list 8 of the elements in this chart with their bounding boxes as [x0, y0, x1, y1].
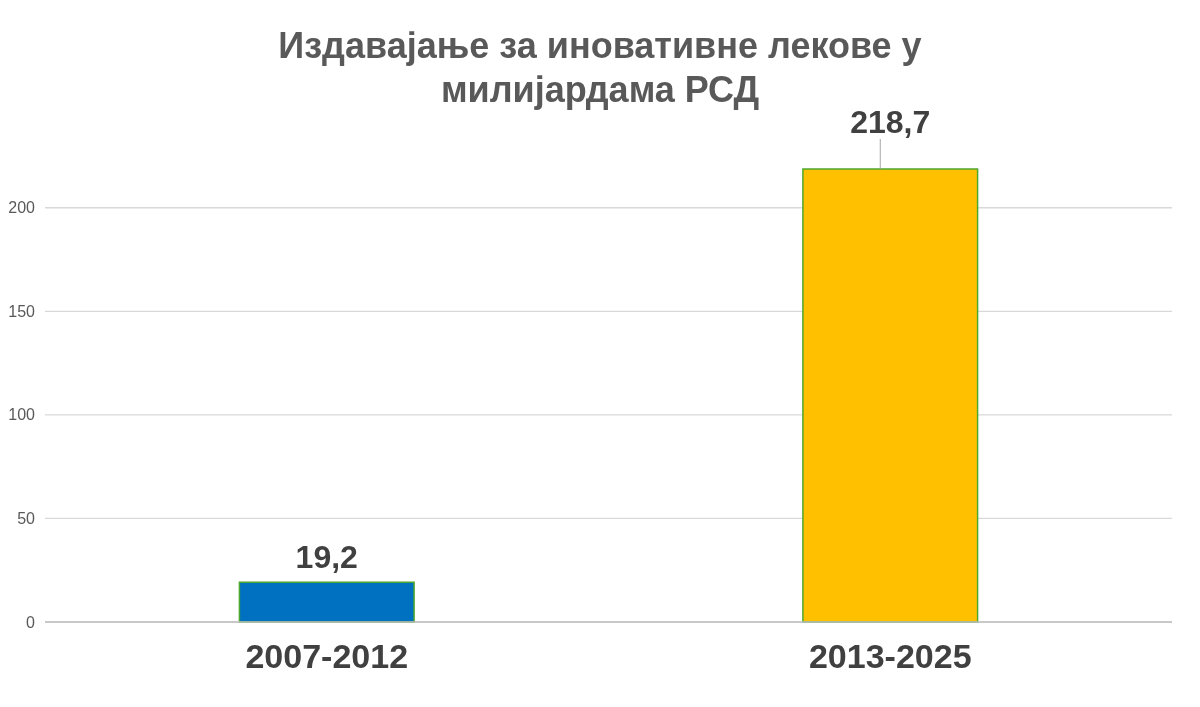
x-tick-label: 2013-2025 [808, 637, 972, 676]
y-tick-label: 200 [8, 199, 36, 217]
y-tick-label: 0 [26, 613, 36, 631]
x-tick-label: 2007-2012 [245, 637, 409, 676]
y-tick-label: 100 [8, 406, 36, 424]
data-label: 19,2 [295, 539, 358, 576]
y-tick-label: 50 [17, 510, 36, 528]
y-tick-label: 150 [8, 302, 36, 320]
